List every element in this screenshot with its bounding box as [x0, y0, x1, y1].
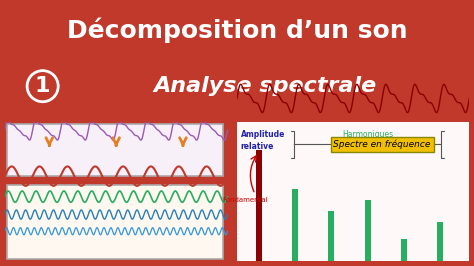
Text: Amplitude: Amplitude	[241, 130, 285, 139]
Text: Spectre en fréquence: Spectre en fréquence	[334, 140, 431, 149]
Text: Analyse spectrale: Analyse spectrale	[154, 76, 377, 96]
Bar	[401, 239, 407, 261]
FancyBboxPatch shape	[7, 185, 223, 259]
Bar	[292, 189, 298, 261]
Text: Décomposition d’un son: Décomposition d’un son	[67, 18, 407, 43]
Bar	[328, 211, 334, 261]
Text: Harmoniques: Harmoniques	[342, 130, 393, 139]
Bar	[256, 150, 262, 261]
Bar	[365, 200, 371, 261]
Text: relative: relative	[241, 142, 274, 151]
FancyBboxPatch shape	[7, 124, 223, 176]
Text: Fondamental: Fondamental	[222, 197, 268, 203]
Text: 1: 1	[35, 76, 50, 96]
Bar	[438, 222, 443, 261]
